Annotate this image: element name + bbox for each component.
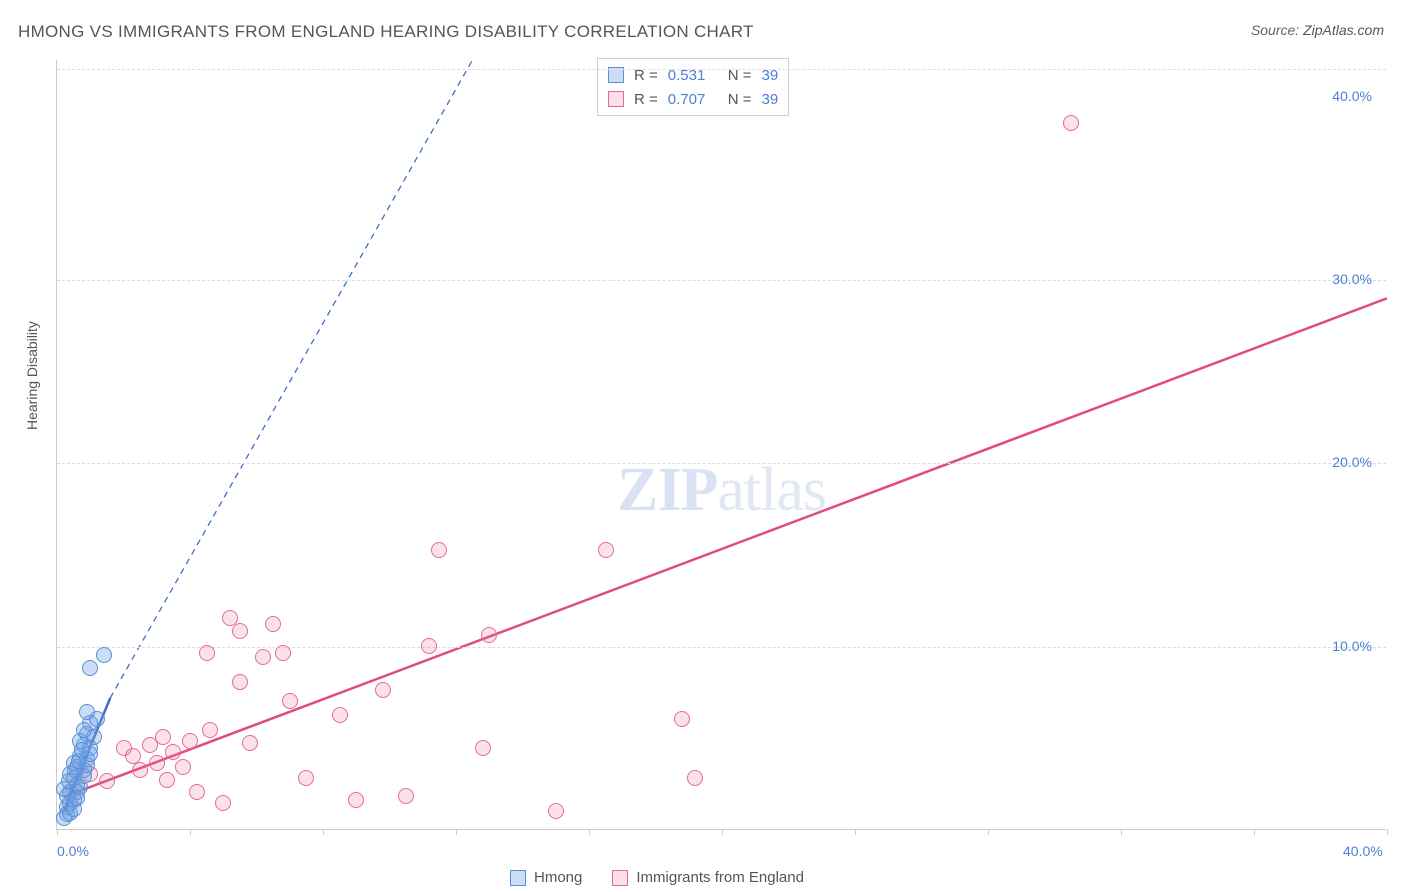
data-point-pink xyxy=(348,792,364,808)
y-tick-label: 20.0% xyxy=(1332,454,1372,470)
plot-area: ZIPatlas R = 0.531 N = 39 R = 0.707 N = … xyxy=(56,60,1386,830)
legend-label-blue: Hmong xyxy=(534,869,582,886)
data-point-pink xyxy=(232,674,248,690)
x-tick xyxy=(722,829,723,835)
data-point-pink xyxy=(189,784,205,800)
data-point-pink xyxy=(159,772,175,788)
data-point-pink xyxy=(398,788,414,804)
data-point-pink xyxy=(202,722,218,738)
data-point-pink xyxy=(298,770,314,786)
gridline xyxy=(57,69,1386,70)
x-tick xyxy=(323,829,324,835)
data-point-pink xyxy=(199,645,215,661)
x-tick xyxy=(57,829,58,835)
data-point-pink xyxy=(275,645,291,661)
data-point-pink xyxy=(155,729,171,745)
y-tick-label: 10.0% xyxy=(1332,638,1372,654)
legend-item-pink: Immigrants from England xyxy=(612,869,804,886)
data-point-blue xyxy=(96,647,112,663)
source-attribution: Source: ZipAtlas.com xyxy=(1251,22,1384,38)
data-point-pink xyxy=(282,693,298,709)
x-tick xyxy=(1121,829,1122,835)
x-tick xyxy=(456,829,457,835)
data-point-pink xyxy=(332,707,348,723)
bottom-legend: Hmong Immigrants from England xyxy=(510,869,804,886)
legend-item-blue: Hmong xyxy=(510,869,582,886)
x-tick xyxy=(1254,829,1255,835)
watermark-zip: ZIP xyxy=(617,456,717,524)
gridline xyxy=(57,280,1386,281)
trendlines-svg xyxy=(57,60,1387,830)
data-point-pink xyxy=(149,755,165,771)
data-point-pink xyxy=(215,795,231,811)
data-point-blue xyxy=(79,704,95,720)
gridline xyxy=(57,463,1386,464)
stats-row-pink: R = 0.707 N = 39 xyxy=(608,87,778,111)
data-point-pink xyxy=(125,748,141,764)
data-point-pink xyxy=(431,542,447,558)
data-point-pink xyxy=(165,744,181,760)
data-point-pink xyxy=(242,735,258,751)
source-label: Source: xyxy=(1251,22,1299,38)
stats-legend-box: R = 0.531 N = 39 R = 0.707 N = 39 xyxy=(597,58,789,116)
x-tick xyxy=(589,829,590,835)
swatch-blue-icon xyxy=(510,870,526,886)
data-point-blue xyxy=(74,742,90,758)
x-tick xyxy=(1387,829,1388,835)
watermark-atlas: atlas xyxy=(717,456,826,524)
stats-row-blue: R = 0.531 N = 39 xyxy=(608,63,778,87)
data-point-pink xyxy=(99,773,115,789)
data-point-pink xyxy=(481,627,497,643)
data-point-pink xyxy=(232,623,248,639)
data-point-pink xyxy=(548,803,564,819)
watermark: ZIPatlas xyxy=(617,455,826,526)
data-point-pink xyxy=(674,711,690,727)
gridline xyxy=(57,647,1386,648)
data-point-pink xyxy=(421,638,437,654)
data-point-pink xyxy=(182,733,198,749)
x-tick xyxy=(190,829,191,835)
source-value: ZipAtlas.com xyxy=(1303,22,1384,38)
data-point-pink xyxy=(255,649,271,665)
stat-n-label: N = xyxy=(728,91,752,108)
data-point-pink xyxy=(265,616,281,632)
data-point-blue xyxy=(76,722,92,738)
data-point-pink xyxy=(375,682,391,698)
y-tick-label: 30.0% xyxy=(1332,271,1372,287)
legend-label-pink: Immigrants from England xyxy=(636,869,804,886)
data-point-pink xyxy=(687,770,703,786)
x-tick xyxy=(988,829,989,835)
data-point-blue xyxy=(82,660,98,676)
data-point-pink xyxy=(1063,115,1079,131)
x-tick xyxy=(855,829,856,835)
stat-r-value-pink: 0.707 xyxy=(668,91,718,108)
x-tick-label: 0.0% xyxy=(57,843,89,859)
data-point-pink xyxy=(132,762,148,778)
data-point-pink xyxy=(475,740,491,756)
y-axis-label: Hearing Disability xyxy=(24,321,40,430)
y-tick-label: 40.0% xyxy=(1332,88,1372,104)
stat-r-label: R = xyxy=(634,91,658,108)
swatch-pink-icon xyxy=(608,91,624,107)
x-tick-label: 40.0% xyxy=(1343,843,1383,859)
stat-n-value-pink: 39 xyxy=(762,91,779,108)
swatch-pink-icon xyxy=(612,870,628,886)
data-point-pink xyxy=(175,759,191,775)
data-point-pink xyxy=(598,542,614,558)
chart-title: HMONG VS IMMIGRANTS FROM ENGLAND HEARING… xyxy=(18,22,754,42)
